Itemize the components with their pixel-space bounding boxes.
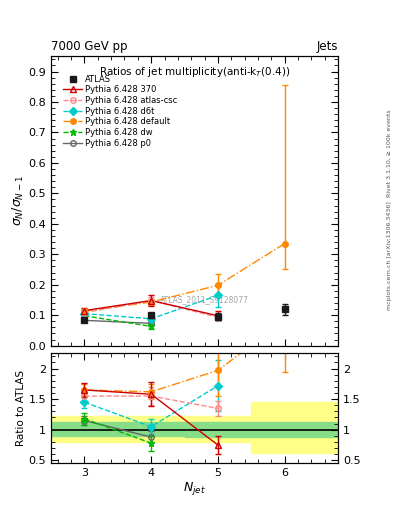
Text: 7000 GeV pp: 7000 GeV pp xyxy=(51,40,128,53)
Y-axis label: Ratio to ATLAS: Ratio to ATLAS xyxy=(16,370,26,446)
Text: Rivet 3.1.10, ≥ 100k events: Rivet 3.1.10, ≥ 100k events xyxy=(387,110,392,198)
Text: ATLAS_2011_S9128077: ATLAS_2011_S9128077 xyxy=(160,295,249,304)
Text: Ratios of jet multiplicity(anti-k$_T$(0.4)): Ratios of jet multiplicity(anti-k$_T$(0.… xyxy=(99,65,290,79)
Legend: ATLAS, Pythia 6.428 370, Pythia 6.428 atlas-csc, Pythia 6.428 d6t, Pythia 6.428 : ATLAS, Pythia 6.428 370, Pythia 6.428 at… xyxy=(61,72,180,150)
Text: Jets: Jets xyxy=(316,40,338,53)
X-axis label: $N_{jet}$: $N_{jet}$ xyxy=(183,480,206,497)
Y-axis label: $\sigma_N/\sigma_{N-1}$: $\sigma_N/\sigma_{N-1}$ xyxy=(11,176,26,226)
Text: mcplots.cern.ch [arXiv:1306.3436]: mcplots.cern.ch [arXiv:1306.3436] xyxy=(387,202,392,310)
